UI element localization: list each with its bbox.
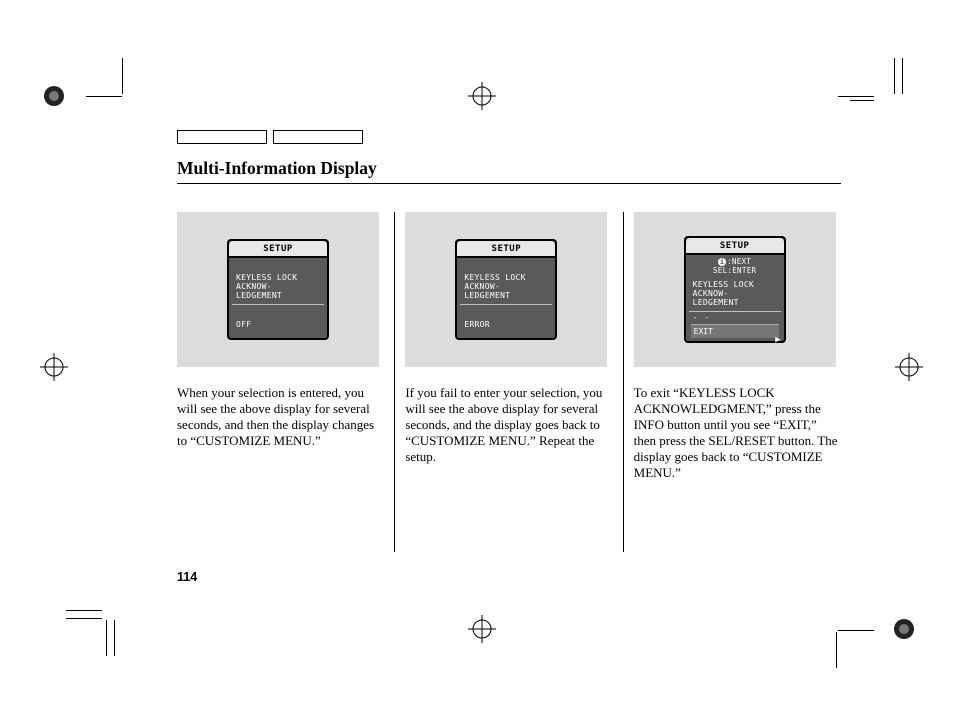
lcd-main-text: KEYLESS LOCK ACKNOW- LEDGEMENT	[460, 270, 552, 305]
header-box	[273, 130, 363, 144]
lcd-hint: i:NEXT SEL:ENTER	[689, 255, 781, 277]
crop-mark	[66, 610, 102, 611]
lcd-setup-tab: SETUP	[229, 241, 327, 258]
header-blank-boxes	[177, 130, 841, 144]
three-column-layout: SETUP KEYLESS LOCK ACKNOW- LEDGEMENT OFF…	[177, 212, 841, 552]
lcd-setup-tab: SETUP	[686, 238, 784, 255]
info-icon: i	[718, 258, 726, 266]
registration-mark-icon	[40, 82, 68, 110]
lcd-main-text: KEYLESS LOCK ACKNOW- LEDGEMENT	[232, 270, 324, 305]
registration-mark-icon	[890, 615, 918, 643]
lcd-exit-label: EXIT	[694, 327, 713, 336]
crop-mark	[838, 630, 874, 631]
lcd-illustration: SETUP i:NEXT SEL:ENTER KEYLESS LOCK ACKN…	[634, 212, 836, 367]
lcd-bottom-text: OFF	[232, 317, 324, 335]
lcd-dashes: - -	[689, 312, 781, 322]
registration-mark-icon	[468, 82, 496, 110]
crop-mark	[902, 58, 903, 94]
crop-mark	[86, 96, 122, 97]
crop-mark	[894, 58, 895, 94]
lcd-screen: SETUP i:NEXT SEL:ENTER KEYLESS LOCK ACKN…	[684, 236, 786, 343]
header-box	[177, 130, 267, 144]
lcd-hint-line2: SEL:ENTER	[713, 266, 756, 275]
registration-mark-icon	[40, 353, 68, 381]
chevron-right-icon: ▶	[775, 335, 780, 345]
lcd-setup-tab: SETUP	[457, 241, 555, 258]
lcd-hint-line1: :NEXT	[727, 257, 751, 266]
column-3: SETUP i:NEXT SEL:ENTER KEYLESS LOCK ACKN…	[624, 212, 841, 552]
column-caption: To exit “KEYLESS LOCK ACKNOWLEDGMENT,” p…	[634, 385, 841, 481]
column-2: SETUP KEYLESS LOCK ACKNOW- LEDGEMENT ERR…	[395, 212, 622, 552]
lcd-screen: SETUP KEYLESS LOCK ACKNOW- LEDGEMENT ERR…	[455, 239, 557, 340]
registration-mark-icon	[468, 615, 496, 643]
crop-mark	[850, 100, 874, 101]
page-number: 114	[177, 570, 197, 584]
crop-mark	[838, 96, 874, 97]
crop-mark	[122, 58, 123, 94]
lcd-illustration: SETUP KEYLESS LOCK ACKNOW- LEDGEMENT OFF	[177, 212, 379, 367]
column-caption: When your selection is entered, you will…	[177, 385, 384, 449]
page-content: Multi-Information Display SETUP KEYLESS …	[177, 130, 841, 552]
lcd-bottom-text: ERROR	[460, 317, 552, 335]
lcd-exit-row: EXIT ▶	[691, 324, 779, 338]
lcd-illustration: SETUP KEYLESS LOCK ACKNOW- LEDGEMENT ERR…	[405, 212, 607, 367]
lcd-screen: SETUP KEYLESS LOCK ACKNOW- LEDGEMENT OFF	[227, 239, 329, 340]
page-title: Multi-Information Display	[177, 158, 841, 184]
crop-mark	[106, 620, 107, 656]
lcd-main-text: KEYLESS LOCK ACKNOW- LEDGEMENT	[689, 277, 781, 312]
column-1: SETUP KEYLESS LOCK ACKNOW- LEDGEMENT OFF…	[177, 212, 394, 552]
crop-mark	[114, 620, 115, 656]
registration-mark-icon	[895, 353, 923, 381]
crop-mark	[66, 618, 102, 619]
crop-mark	[836, 632, 837, 668]
column-caption: If you fail to enter your selection, you…	[405, 385, 612, 465]
